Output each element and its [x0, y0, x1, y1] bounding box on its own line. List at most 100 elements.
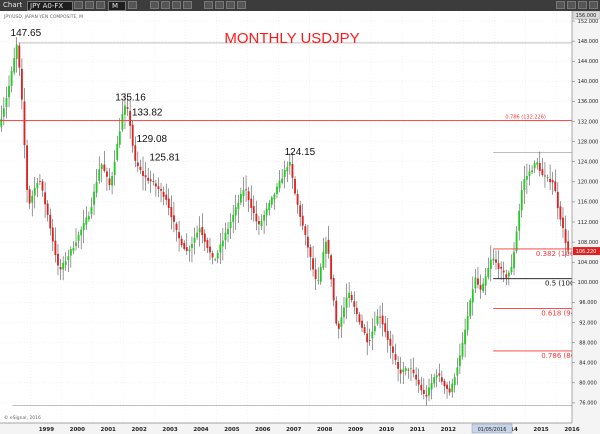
candle-body [247, 191, 250, 201]
y-tick-label: 140.000 [578, 79, 599, 85]
candle-body [536, 162, 539, 165]
candle-body [487, 268, 490, 278]
candle-body [489, 259, 492, 269]
candle-body [203, 233, 206, 242]
y-tick-label: 112.000 [578, 220, 599, 226]
candle-body [232, 214, 235, 223]
candle-body [237, 202, 240, 209]
candle-body [250, 198, 253, 208]
y-tick-label: 132.000 [578, 119, 599, 125]
candle-body [93, 191, 95, 205]
interval-dropdown-button[interactable] [128, 1, 137, 9]
close-button[interactable] [589, 1, 598, 9]
candle-body [301, 215, 304, 226]
candle-body [273, 194, 276, 200]
candle-body [319, 266, 322, 282]
candle-body [510, 266, 513, 273]
candle-body [64, 261, 67, 265]
settings-button[interactable] [204, 1, 213, 9]
candle-body [322, 251, 325, 268]
y-tick-label: 92.000 [579, 320, 597, 326]
x-tick-label: 2000 [70, 427, 85, 433]
candle-body [314, 269, 317, 280]
candle-body [435, 375, 438, 378]
y-tick-label: 84.000 [579, 361, 597, 367]
y-tick-label: 96.000 [579, 300, 597, 306]
compare-button[interactable] [96, 1, 105, 9]
price-axis[interactable] [572, 11, 600, 434]
candle-body [149, 179, 152, 182]
zoom-tool-button[interactable] [172, 1, 181, 9]
candle-body [118, 131, 121, 145]
candle-body [312, 258, 314, 270]
x-tick-label: 2009 [348, 427, 363, 433]
cursor-tool-button[interactable] [161, 1, 170, 9]
candle-body [98, 169, 101, 181]
current-price-label: 106.220 [576, 249, 597, 255]
candle-body [31, 195, 34, 203]
time-axis[interactable] [0, 423, 572, 434]
candle-body [425, 394, 428, 397]
candle-body [0, 119, 3, 127]
candle-body [402, 369, 405, 373]
y-tick-label: 108.000 [578, 240, 599, 246]
candle-body [206, 240, 209, 249]
layout-button[interactable] [237, 1, 246, 9]
y-tick-label: 76.000 [579, 401, 597, 407]
candle-body [278, 180, 281, 189]
app-label: Chart [3, 1, 23, 9]
detach-button[interactable] [578, 1, 587, 9]
candle-body [520, 189, 523, 211]
y-tick-label: 104.000 [578, 260, 599, 266]
candle-body [111, 176, 114, 186]
candle-body [276, 186, 278, 195]
candle-body [193, 237, 196, 243]
candle-body [252, 206, 255, 214]
fib-level-label: 0.618 (94.782) [541, 310, 593, 318]
y-tick-label: 152.000 [578, 19, 599, 25]
candle-body [399, 369, 402, 374]
y-tick-label: 120.000 [578, 180, 599, 186]
candle-body [26, 145, 28, 190]
candle-body [180, 238, 183, 246]
candle-body [544, 175, 546, 177]
candle-body [379, 316, 381, 318]
price-annotation: 133.82 [132, 107, 163, 118]
candle-body [106, 171, 108, 177]
candle-body [214, 259, 217, 261]
candle-body [420, 384, 423, 391]
refresh-button[interactable] [226, 1, 235, 9]
x-tick-label: 2015 [533, 427, 548, 433]
interval-input[interactable]: M [108, 1, 126, 11]
candle-body [410, 368, 412, 370]
candle-body [361, 320, 363, 328]
candle-body [258, 221, 260, 225]
candle-body [549, 178, 552, 183]
candle-body [72, 247, 75, 251]
candle-body [185, 247, 188, 251]
symbol-input[interactable]: JPY A0-FX [27, 1, 73, 11]
maximize-button[interactable] [567, 1, 576, 9]
crosshair-tool-button[interactable] [183, 1, 192, 9]
candle-body [144, 175, 147, 178]
candle-body [440, 377, 443, 382]
candle-body [13, 58, 16, 73]
candle-body [286, 167, 289, 172]
minimize-button[interactable] [556, 1, 565, 9]
candle-body [505, 274, 508, 278]
candle-body [291, 163, 294, 178]
candle-body [299, 205, 302, 217]
draw-tool-button[interactable] [150, 1, 159, 9]
link-button[interactable] [85, 1, 94, 9]
candle-body [113, 161, 116, 175]
candle-body [384, 323, 387, 332]
print-button[interactable] [215, 1, 224, 9]
candle-body [567, 241, 570, 251]
candle-body [556, 191, 559, 209]
candle-body [471, 289, 474, 303]
candle-body [564, 229, 567, 243]
symbol-dropdown-button[interactable] [74, 1, 83, 9]
fib-level-label: 0.382 (106.649) [536, 250, 593, 258]
candle-body [376, 316, 379, 324]
x-tick-label: 2004 [193, 427, 208, 433]
